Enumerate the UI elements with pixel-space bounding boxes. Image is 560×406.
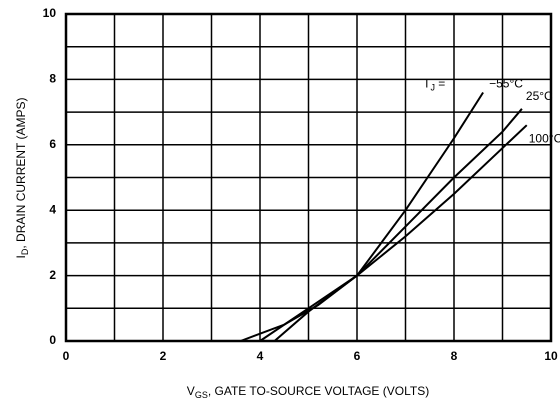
x-label-rest: , GATE TO-SOURCE VOLTAGE (VOLTS) [208,384,429,398]
series-line [240,91,484,342]
y-tick-label: 6 [49,137,56,151]
x-tick-label: 8 [451,349,458,363]
series-label: 25°C [526,89,553,103]
x-tick-label: 2 [160,349,167,363]
x-tick-label: 0 [63,349,70,363]
annotation-rest: = [435,77,445,91]
y-tick-label: 10 [43,6,57,20]
series-line [259,108,523,342]
annotation-main: T [423,77,431,91]
x-tick-label: 6 [354,349,361,363]
x-label-main: V [187,384,195,398]
annotation: TJ = [423,77,445,93]
y-tick-label: 0 [49,333,56,347]
plot-frame [64,12,553,343]
x-tick-label: 10 [544,349,558,363]
series-line [273,124,528,342]
y-tick-label: 4 [49,202,56,216]
y-axis-label: ID, DRAIN CURRENT (AMPS) [14,98,30,259]
annotation-sub: J [430,83,435,93]
y-label-sub: D [20,248,30,255]
y-tick-label: 2 [49,268,56,282]
x-axis-label: VGS, GATE TO-SOURCE VOLTAGE (VOLTS) [187,384,429,400]
x-label-sub: GS [195,390,208,400]
y-tick-label: 8 [49,72,56,86]
y-label-main: I [14,255,28,258]
y-label-rest: , DRAIN CURRENT (AMPS) [14,98,28,249]
series-label: −55°C [489,77,523,91]
x-tick-label: 4 [257,349,264,363]
series-label: 100°C [529,131,560,145]
